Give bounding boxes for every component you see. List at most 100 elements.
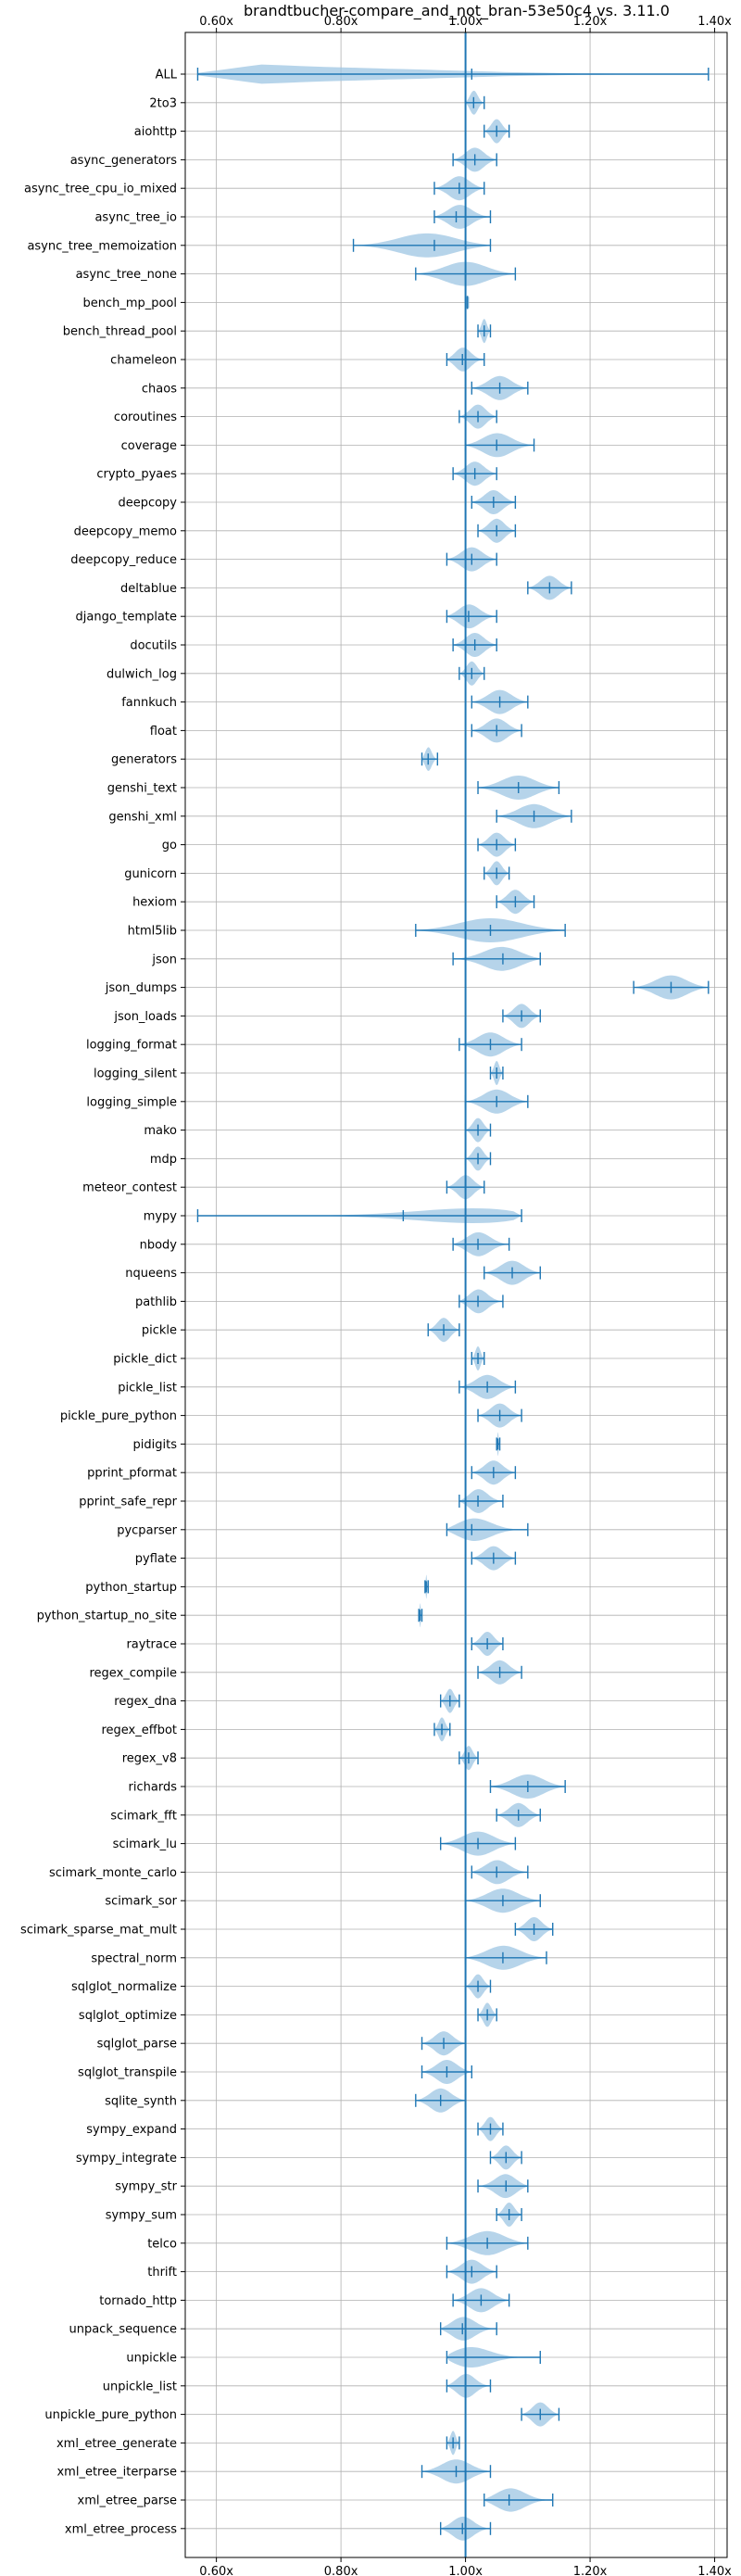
category-label: fannkuch <box>121 696 177 710</box>
category-label: unpickle_pure_python <box>44 2408 177 2422</box>
category-label: meteor_contest <box>82 1181 177 1195</box>
category-label: gunicorn <box>124 867 177 881</box>
category-label: unpickle <box>126 2352 177 2366</box>
category-label: telco <box>147 2237 177 2251</box>
category-label: sqlite_synth <box>105 2094 177 2108</box>
x-tick-label-bottom: 1.40x <box>697 2565 732 2576</box>
category-label: sqlglot_parse <box>97 2038 177 2052</box>
category-label: mypy <box>144 1210 178 1224</box>
category-label: regex_v8 <box>122 1752 177 1766</box>
category-label: 2to3 <box>149 96 177 110</box>
x-tick-label-bottom: 1.20x <box>573 2565 608 2576</box>
category-label: logging_format <box>86 1039 177 1053</box>
category-label: genshi_xml <box>108 810 177 824</box>
category-label: pickle_pure_python <box>60 1409 177 1423</box>
category-label: go <box>162 839 177 852</box>
category-label: regex_compile <box>89 1666 177 1680</box>
x-tick-label-bottom: 0.80x <box>324 2565 358 2576</box>
category-label: json <box>151 953 177 966</box>
x-tick-label-bottom: 1.00x <box>448 2565 483 2576</box>
category-label: pprint_safe_repr <box>79 1496 177 1509</box>
category-label: pickle_list <box>118 1381 177 1395</box>
category-label: python_startup_no_site <box>37 1610 177 1623</box>
category-label: xml_etree_parse <box>78 2494 177 2508</box>
category-label: async_tree_io <box>94 211 177 225</box>
category-label: deepcopy <box>118 497 177 511</box>
category-label: deepcopy_reduce <box>70 553 177 567</box>
x-tick-label-bottom: 0.60x <box>199 2565 233 2576</box>
category-label: pprint_pformat <box>87 1467 177 1481</box>
category-label: float <box>150 725 177 739</box>
category-label: xml_etree_generate <box>57 2437 177 2451</box>
category-label: regex_dna <box>114 1695 177 1709</box>
category-label: docutils <box>130 639 177 653</box>
category-label: async_tree_none <box>76 268 177 282</box>
category-label: deepcopy_memo <box>74 524 177 538</box>
category-label: html5lib <box>128 925 177 939</box>
category-label: scimark_sparse_mat_mult <box>20 1924 177 1938</box>
category-label: sqlglot_transpile <box>78 2066 177 2080</box>
category-label: scimark_lu <box>113 1837 177 1851</box>
chart-title: brandtbucher-compare_and_not_bran-53e50c… <box>244 2 670 20</box>
category-label: deltablue <box>120 582 177 596</box>
category-label: raytrace <box>126 1638 177 1652</box>
category-label: async_tree_cpu_io_mixed <box>24 183 177 196</box>
category-label: scimark_sor <box>105 1895 177 1909</box>
category-label: pickle <box>142 1324 177 1338</box>
category-label: pyflate <box>135 1552 177 1566</box>
category-label: coroutines <box>114 410 177 424</box>
category-label: thrift <box>147 2266 177 2279</box>
category-label: coverage <box>121 439 177 453</box>
category-label: pidigits <box>133 1438 178 1452</box>
category-label: crypto_pyaes <box>96 468 177 482</box>
category-label: unpickle_list <box>103 2380 177 2393</box>
category-label: scimark_fft <box>110 1809 177 1823</box>
category-label: pathlib <box>135 1295 177 1309</box>
category-label: async_generators <box>70 154 178 168</box>
category-label: sympy_expand <box>86 2123 177 2137</box>
category-label: sqlglot_normalize <box>71 1980 177 1994</box>
category-label: sympy_str <box>115 2180 177 2194</box>
x-tick-label-top: 0.60x <box>199 15 233 29</box>
category-label: bench_thread_pool <box>63 325 177 339</box>
category-label: xml_etree_iterparse <box>57 2466 177 2480</box>
category-label: bench_mp_pool <box>82 297 177 310</box>
category-label: django_template <box>76 611 177 625</box>
category-label: chameleon <box>110 354 177 368</box>
category-label: async_tree_memoization <box>27 239 177 253</box>
x-tick-label-top: 1.40x <box>697 15 732 29</box>
category-label: regex_effbot <box>101 1724 177 1737</box>
category-label: chaos <box>142 382 177 396</box>
category-label: ALL <box>156 69 178 82</box>
category-label: spectral_norm <box>91 1951 177 1965</box>
category-label: nqueens <box>125 1267 177 1281</box>
axes-layer: 0.60x 0.60x 0.80x 0.80x 1.00x 1.00x 1.20x 1.20x… <box>20 15 732 2576</box>
category-label: tornado_http <box>99 2294 177 2308</box>
grid-layer <box>185 32 727 2557</box>
category-label: json_dumps <box>105 981 177 995</box>
category-label: sympy_sum <box>106 2209 177 2223</box>
category-label: hexiom <box>132 896 177 910</box>
category-label: json_loads <box>113 1010 177 1024</box>
x-tick-label-top: 1.20x <box>573 15 608 29</box>
category-label: pycparser <box>117 1523 177 1537</box>
x-tick-label-top: 1.00x <box>448 15 483 29</box>
category-label: pickle_dict <box>113 1353 177 1367</box>
category-label: logging_simple <box>86 1095 177 1109</box>
category-label: dulwich_log <box>107 667 177 681</box>
plot-frame <box>184 32 728 2558</box>
category-label: genshi_text <box>107 782 177 796</box>
violin-layer <box>196 32 710 2557</box>
category-label: mako <box>144 1124 177 1138</box>
category-label: python_startup <box>85 1581 177 1595</box>
category-label: richards <box>129 1781 178 1795</box>
category-label: unpack_sequence <box>69 2323 177 2337</box>
category-label: aiohttp <box>134 125 177 139</box>
category-label: mdp <box>150 1153 177 1167</box>
category-label: sympy_integrate <box>76 2152 177 2166</box>
x-tick-label-top: 0.80x <box>324 15 358 29</box>
category-label: nbody <box>140 1238 178 1252</box>
category-label: scimark_monte_carlo <box>49 1866 177 1880</box>
category-label: generators <box>111 753 177 767</box>
